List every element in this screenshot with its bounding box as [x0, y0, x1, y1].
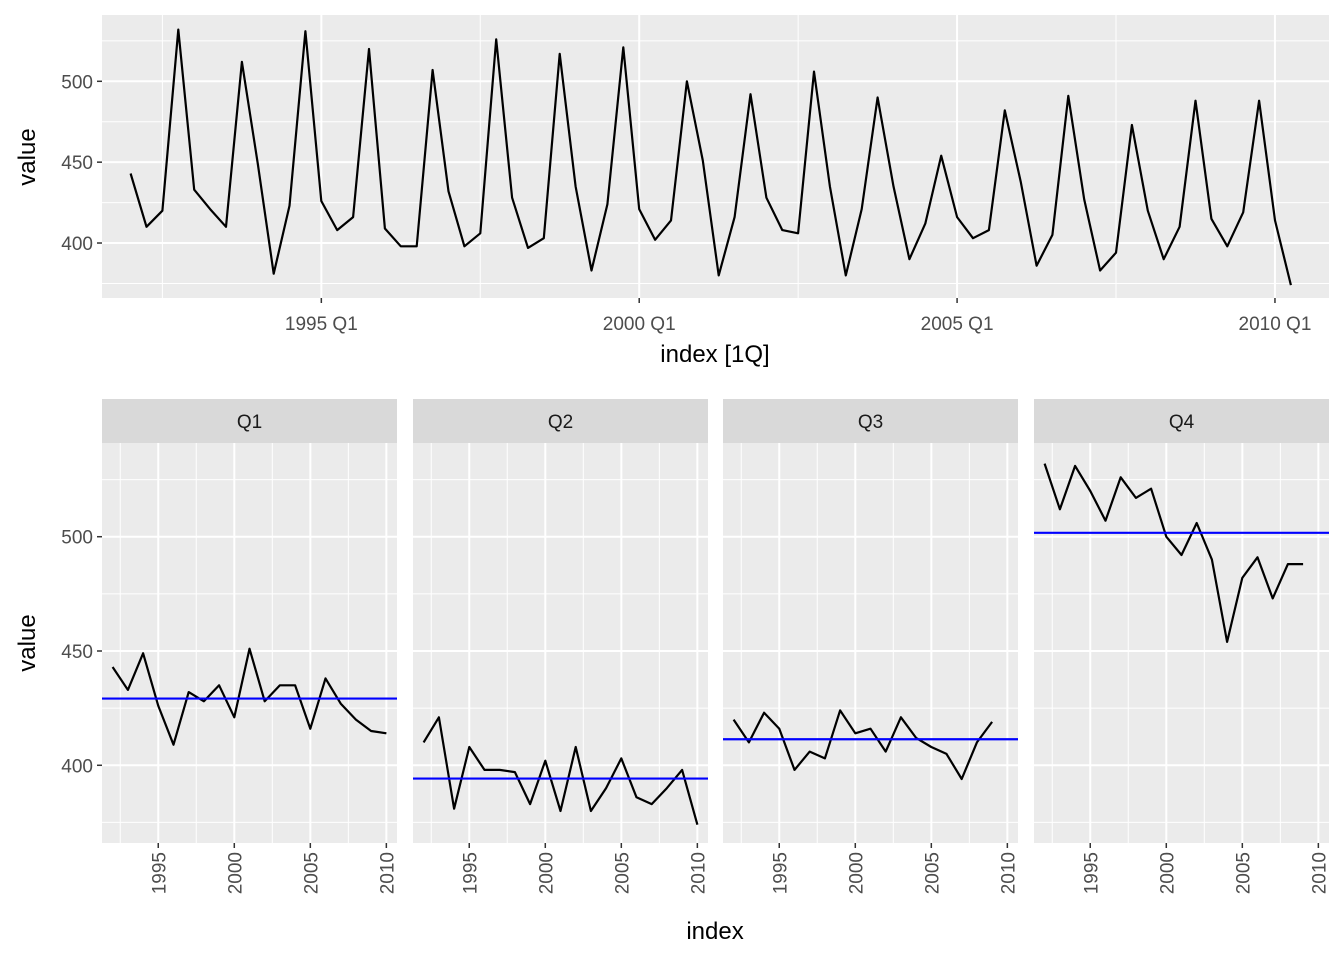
timeseries-x-tick-labels: 1995 Q1 2000 Q1 2005 Q1 2010 Q1 [285, 298, 1312, 335]
facet-q3: Q3 1995 2000 2005 2010 [723, 399, 1019, 894]
subseries-y-tick-label: 450 [61, 642, 93, 663]
facet-q2: Q2 1995 2000 2005 2010 [413, 399, 709, 894]
facet-series-line [732, 709, 993, 781]
facet-strip [102, 399, 397, 443]
subseries-y-tick-label: 400 [61, 756, 93, 777]
timeseries-y-tick-labels: 400 450 500 [61, 72, 102, 255]
facet-x-tick-label: 2010 [377, 852, 398, 894]
facet-x-tick-label: 2000 [1157, 852, 1178, 894]
facet-x-tick-label: 2005 [612, 852, 633, 894]
facet-x-tick-label: 2005 [922, 852, 943, 894]
facet-q1: Q1 1995 2000 2005 2010 [102, 399, 398, 894]
facet-x-tick-label: 2000 [536, 852, 557, 894]
facet-x-tick-label: 2005 [301, 852, 322, 894]
facet-x-tick-label: 2000 [846, 852, 867, 894]
facet-x-tick-label: 2010 [998, 852, 1019, 894]
timeseries-y-tick-label: 450 [61, 153, 93, 174]
timeseries-chart: 400 450 500 1995 Q1 2000 Q1 2005 Q1 2010 Q1 i… [14, 15, 1329, 368]
subseries-y-axis-title: value [14, 614, 41, 671]
facet-panel-bg [1034, 443, 1329, 843]
facet-strip [723, 399, 1018, 443]
facet-x-tick-label: 2010 [1309, 852, 1330, 894]
facet-strip [1034, 399, 1329, 443]
facet-strip [413, 399, 708, 443]
timeseries-x-tick-label: 1995 Q1 [285, 314, 358, 335]
facet-x-tick-label: 1995 [149, 852, 170, 894]
timeseries-y-axis-title: value [14, 128, 41, 185]
subseries-facets: Q1 1995 2000 2005 2010 Q2 1995 2000 2005 2010 Q3 19… [102, 399, 1330, 894]
facet-x-tick-label: 2005 [1233, 852, 1254, 894]
timeseries-data-points [130, 29, 1291, 286]
facet-series-line [1043, 463, 1304, 643]
facet-strip-label: Q4 [1169, 412, 1195, 433]
facet-x-tick-label: 1995 [770, 852, 791, 894]
facet-x-tick-label: 1995 [460, 852, 481, 894]
timeseries-x-tick-label: 2005 Q1 [921, 314, 994, 335]
facet-x-tick-label: 1995 [1081, 852, 1102, 894]
timeseries-y-tick-label: 400 [61, 234, 93, 255]
subseries-y-tick-label: 500 [61, 528, 93, 549]
facet-x-tick-label: 2000 [225, 852, 246, 894]
facet-panel-bg [413, 443, 708, 843]
facet-strip-label: Q3 [858, 412, 883, 433]
facet-panel-bg [723, 443, 1018, 843]
timeseries-x-tick-label: 2010 Q1 [1239, 314, 1312, 335]
timeseries-x-tick-label: 2000 Q1 [603, 314, 676, 335]
subseries-x-axis-title: index [686, 918, 743, 945]
timeseries-y-tick-label: 500 [61, 72, 93, 93]
facet-panel-bg [102, 443, 397, 843]
facet-x-tick-label: 2010 [688, 852, 709, 894]
subseries-y-tick-labels: 400 450 500 [61, 528, 102, 777]
subseries-chart: Q1 1995 2000 2005 2010 Q2 1995 2000 2005 2010 Q3 19… [14, 399, 1330, 945]
facet-strip-label: Q1 [237, 412, 262, 433]
facet-q4: Q4 1995 2000 2005 2010 [1034, 399, 1330, 894]
facet-strip-label: Q2 [548, 412, 573, 433]
timeseries-x-axis-title: index [1Q] [660, 341, 769, 368]
timeseries-series-line [129, 28, 1292, 286]
